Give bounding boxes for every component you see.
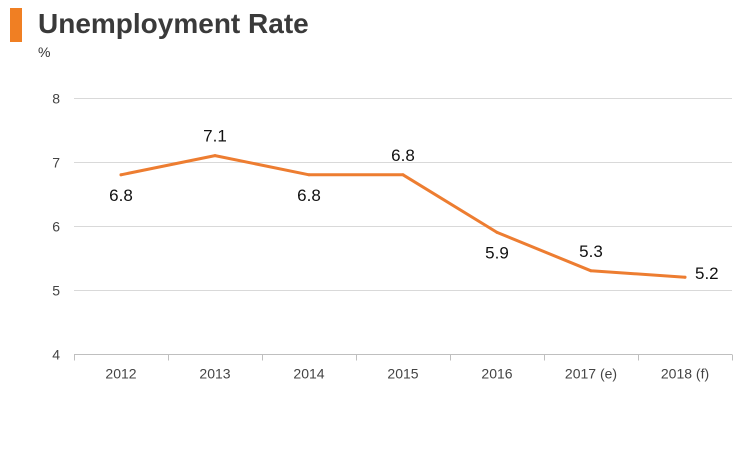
data-point-2018-f- <box>683 275 687 279</box>
data-labels: 6.8 7.1 6.8 6.8 5.9 5.3 5.2 <box>109 127 718 284</box>
y-tick-label-5: 5 <box>52 283 60 299</box>
axes <box>74 354 733 361</box>
x-tick-label-2015: 2015 <box>387 366 418 382</box>
data-label-2015: 6.8 <box>391 146 415 165</box>
x-tick-label-2016: 2016 <box>481 366 512 382</box>
y-tick-label-8: 8 <box>52 91 60 107</box>
x-tick-label-2013: 2013 <box>199 366 230 382</box>
data-label-2012: 6.8 <box>109 186 133 205</box>
x-tick-label-2018-f-: 2018 (f) <box>661 366 709 382</box>
data-label-2017-e-: 5.3 <box>579 242 603 261</box>
data-point-2014 <box>307 173 311 177</box>
data-label-2014: 6.8 <box>297 186 321 205</box>
series <box>119 154 687 279</box>
data-point-2012 <box>119 173 123 177</box>
title-accent-bar <box>10 8 22 42</box>
data-point-2013 <box>213 154 217 158</box>
x-tick-label-2014: 2014 <box>293 366 324 382</box>
x-tick-label-2017-e-: 2017 (e) <box>565 366 617 382</box>
chart-title: Unemployment Rate <box>38 8 309 39</box>
y-axis-unit-label: % <box>38 44 51 60</box>
data-label-2013: 7.1 <box>203 127 227 146</box>
data-point-2016 <box>495 230 499 234</box>
data-point-2015 <box>401 173 405 177</box>
y-tick-labels: 4 5 6 7 8 <box>52 91 60 363</box>
y-tick-label-6: 6 <box>52 219 60 235</box>
gridlines <box>74 98 732 291</box>
y-tick-label-4: 4 <box>52 347 60 363</box>
data-label-2016: 5.9 <box>485 243 509 262</box>
data-point-2017-e- <box>589 269 593 273</box>
x-tick-labels: 2012 2013 2014 2015 2016 2017 (e) 2018 (f) <box>105 366 709 382</box>
data-label-2018-f-: 5.2 <box>695 264 719 283</box>
x-tick-label-2012: 2012 <box>105 366 136 382</box>
y-tick-label-7: 7 <box>52 155 60 171</box>
